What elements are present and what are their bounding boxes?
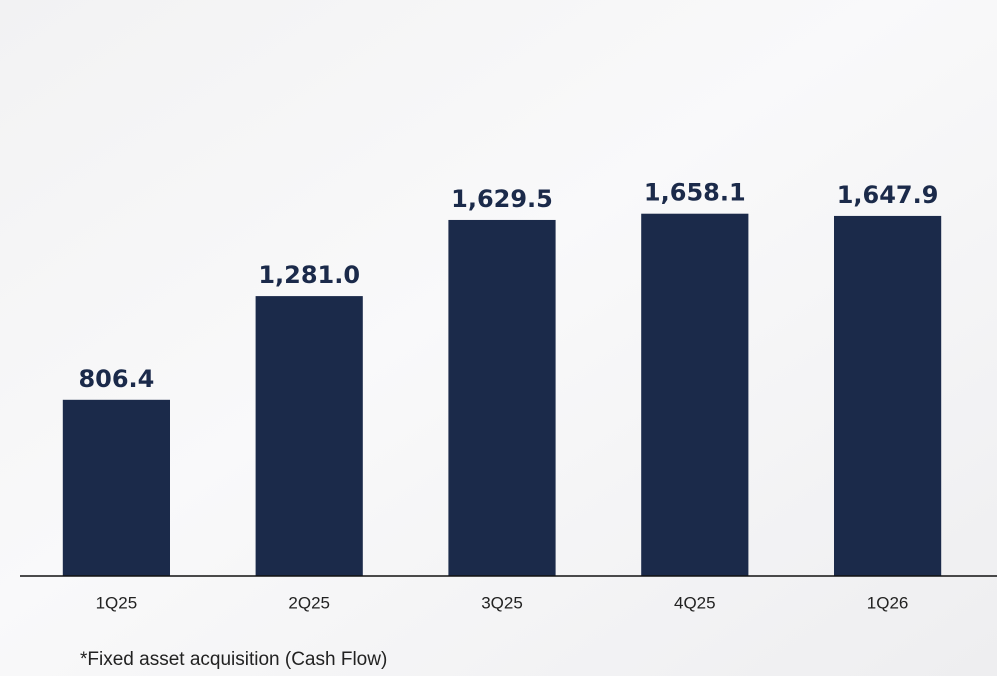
bar <box>448 219 556 576</box>
value-label: 1,647.9 <box>837 181 939 209</box>
value-label: 1,629.5 <box>451 185 553 213</box>
bar <box>834 215 942 577</box>
bar <box>62 399 170 576</box>
bar <box>255 296 363 576</box>
value-label: 806.4 <box>78 365 154 393</box>
x-tick-label: 2Q25 <box>288 593 330 612</box>
x-tick-label: 3Q25 <box>481 593 523 612</box>
value-label: 1,281.0 <box>258 261 360 289</box>
footnote: *Fixed asset acquisition (Cash Flow) <box>80 649 387 670</box>
value-label: 1,658.1 <box>644 179 746 207</box>
x-tick-label: 1Q25 <box>96 593 138 612</box>
x-tick-label: 4Q25 <box>674 593 716 612</box>
bar <box>641 213 749 577</box>
x-tick-label: 1Q26 <box>867 593 909 612</box>
